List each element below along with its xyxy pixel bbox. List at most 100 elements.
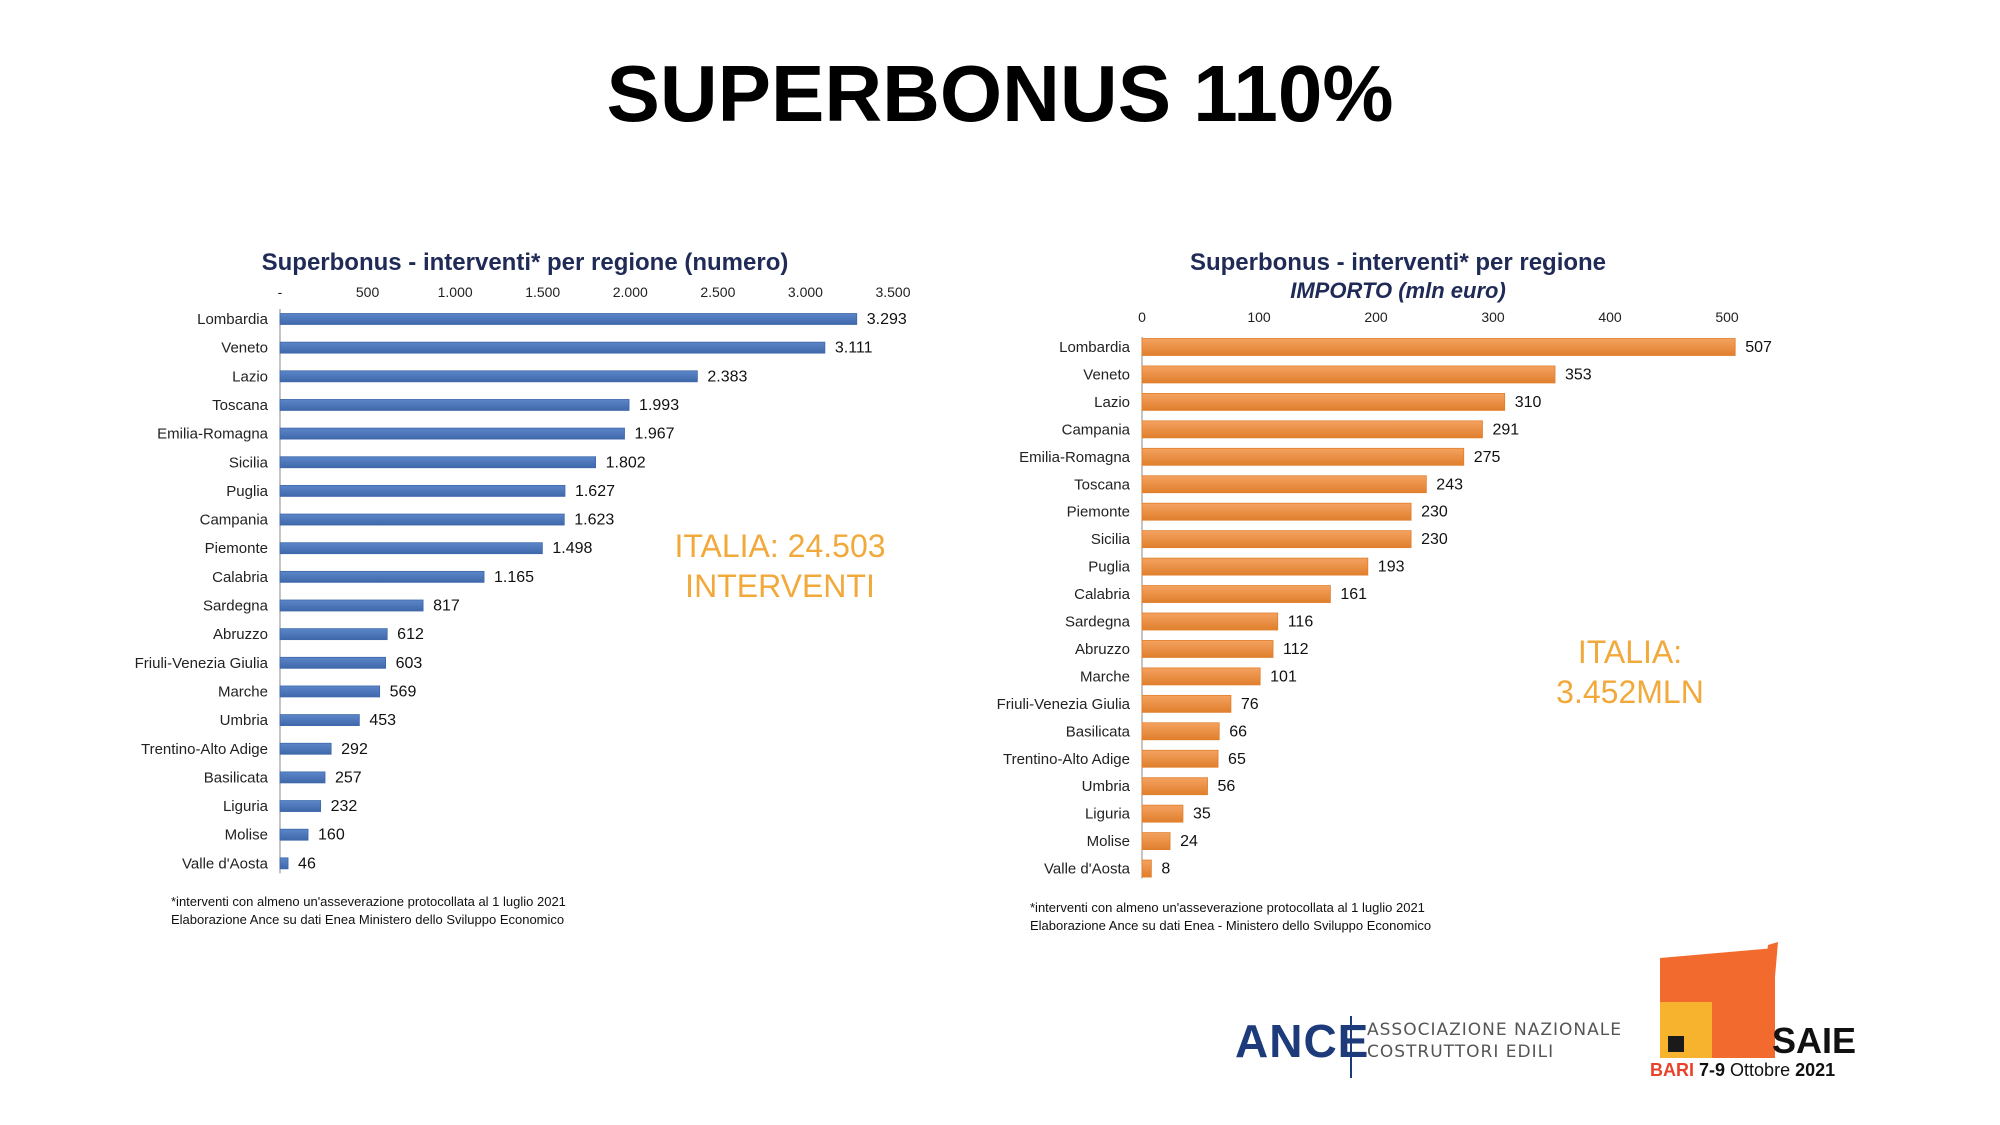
- category-label: Emilia-Romagna: [1019, 449, 1131, 466]
- bar: [279, 742, 332, 755]
- category-label: Campania: [1062, 421, 1131, 438]
- data-label: 116: [1288, 614, 1314, 631]
- data-label: 193: [1378, 559, 1405, 576]
- category-label: Valle d'Aosta: [1044, 861, 1131, 878]
- bar: [279, 570, 485, 583]
- data-label: 817: [433, 598, 460, 615]
- category-label: Sicilia: [1091, 531, 1131, 548]
- data-label: 1.993: [639, 397, 679, 414]
- category-label: Valle d'Aosta: [182, 855, 269, 872]
- data-label: 1.627: [575, 483, 615, 500]
- bar: [279, 714, 360, 726]
- x-tick-label: 3.000: [788, 284, 823, 300]
- bar: [1141, 420, 1483, 439]
- x-tick-label: 2.500: [700, 284, 735, 300]
- saie-logo-word: SAIE: [1772, 1020, 1857, 1061]
- footnote: *interventi con almeno un'asseverazione …: [1030, 900, 1425, 915]
- bar: [1141, 338, 1736, 356]
- data-label: 112: [1283, 641, 1309, 658]
- category-label: Molise: [1087, 833, 1130, 850]
- category-label: Marche: [218, 683, 268, 700]
- data-label: 1.967: [635, 426, 675, 443]
- data-label: 275: [1474, 449, 1501, 466]
- data-label: 65: [1228, 751, 1246, 768]
- category-label: Calabria: [212, 569, 269, 586]
- data-label: 230: [1421, 531, 1448, 548]
- data-label: 161: [1340, 586, 1367, 603]
- x-tick-label: 500: [356, 284, 380, 300]
- bar: [1141, 557, 1369, 576]
- bar: [1141, 859, 1152, 878]
- bar: [1141, 502, 1412, 521]
- data-label: 160: [318, 827, 345, 844]
- data-label: 8: [1161, 861, 1170, 878]
- category-label: Emilia-Romagna: [157, 426, 269, 443]
- data-label: 310: [1515, 394, 1542, 411]
- category-label: Piemonte: [205, 540, 268, 557]
- data-label: 1.802: [606, 454, 646, 471]
- bar: [279, 656, 387, 669]
- bar: [279, 313, 858, 325]
- category-label: Trentino-Alto Adige: [141, 741, 268, 758]
- footnote: *interventi con almeno un'asseverazione …: [171, 894, 566, 909]
- x-tick-label: 100: [1247, 309, 1271, 325]
- bar: [1141, 365, 1556, 384]
- bar: [1141, 777, 1208, 796]
- saie-logo: SAIE BARI 7-9 Ottobre 2021: [1650, 940, 1880, 1090]
- bar: [1141, 612, 1279, 631]
- category-label: Liguria: [1085, 806, 1131, 823]
- bar: [279, 828, 309, 841]
- data-label: 569: [390, 683, 417, 700]
- category-label: Lombardia: [197, 311, 269, 328]
- category-label: Sicilia: [229, 454, 269, 471]
- italy-total-interventions: ITALIA: 24.503 INTERVENTI: [630, 526, 930, 606]
- bar: [1141, 530, 1412, 549]
- data-label: 292: [341, 741, 368, 758]
- category-label: Lazio: [232, 368, 268, 385]
- x-tick-label: 400: [1598, 309, 1622, 325]
- chart-title: Superbonus - interventi* per regione: [1190, 249, 1606, 276]
- category-label: Liguria: [223, 798, 269, 815]
- x-tick-label: 500: [1715, 309, 1739, 325]
- data-label: 35: [1193, 806, 1211, 823]
- category-label: Umbria: [220, 712, 269, 729]
- data-label: 612: [397, 626, 424, 643]
- category-label: Lazio: [1094, 394, 1130, 411]
- saie-days: 7-9: [1699, 1060, 1726, 1080]
- bar: [1141, 749, 1219, 768]
- data-label: 232: [331, 798, 358, 815]
- data-label: 507: [1745, 339, 1772, 356]
- bar: [279, 800, 322, 812]
- data-label: 243: [1436, 476, 1463, 493]
- category-label: Friuli-Venezia Giulia: [135, 655, 269, 672]
- bar: [1141, 640, 1274, 658]
- ance-logo-line2: COSTRUTTORI EDILI: [1367, 1042, 1555, 1062]
- bar: [279, 399, 630, 411]
- slide-title: SUPERBONUS 110%: [606, 49, 1394, 138]
- category-label: Abruzzo: [1075, 641, 1130, 658]
- bar: [279, 685, 381, 698]
- bar: [279, 599, 424, 612]
- x-tick-label: 3.500: [875, 284, 910, 300]
- data-label: 3.293: [867, 311, 907, 328]
- category-label: Umbria: [1082, 778, 1131, 795]
- bar: [279, 370, 698, 383]
- bar: [1141, 804, 1184, 823]
- category-label: Molise: [225, 827, 268, 844]
- ance-logo-word: ANCE: [1235, 1015, 1370, 1067]
- category-label: Toscana: [1074, 476, 1131, 493]
- italy-total-interventions-line1: ITALIA: 24.503: [674, 528, 886, 564]
- bar: [1141, 447, 1465, 466]
- category-label: Sardegna: [203, 598, 269, 615]
- chart-title: Superbonus - interventi* per regione (nu…: [262, 249, 789, 276]
- saie-logo-dates: BARI 7-9 Ottobre 2021: [1650, 1060, 1835, 1081]
- data-label: 1.623: [574, 512, 614, 529]
- chart-subtitle: IMPORTO (mln euro): [1290, 278, 1506, 303]
- bar: [1141, 694, 1232, 713]
- data-label: 1.498: [552, 540, 592, 557]
- category-label: Marche: [1080, 668, 1130, 685]
- data-label: 257: [335, 769, 362, 786]
- category-label: Veneto: [1083, 366, 1130, 383]
